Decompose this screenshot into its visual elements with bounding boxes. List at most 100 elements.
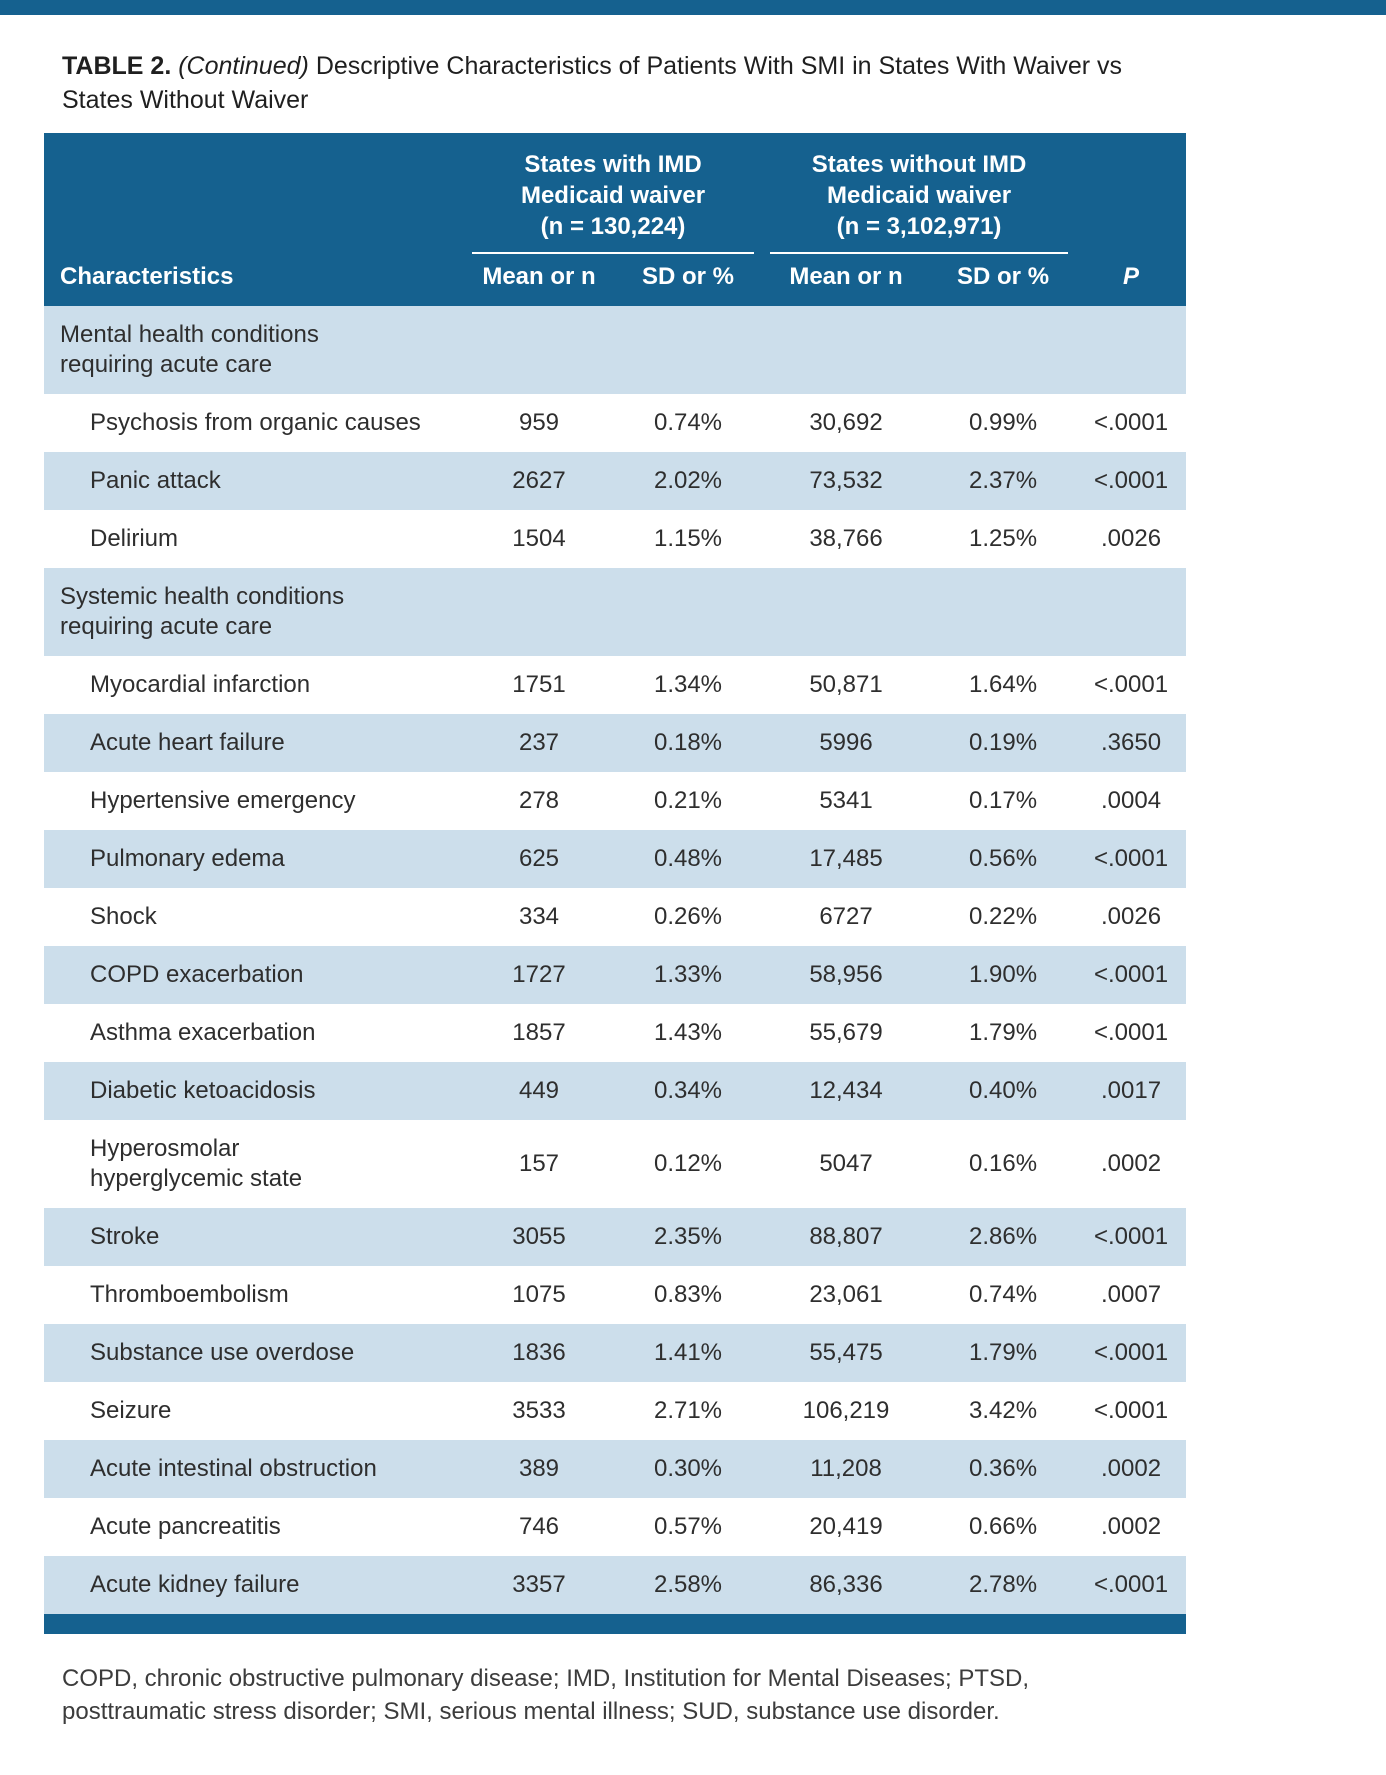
p-value: <.0001 bbox=[1093, 467, 1169, 494]
cell-value: 3055 bbox=[512, 1223, 566, 1250]
cell-value: 0.40% bbox=[968, 1077, 1038, 1104]
cell-value: 1.79% bbox=[968, 1019, 1038, 1046]
table-row: Acute pancreatitis 746 0.57% 20,419 0.66% .00… bbox=[44, 1498, 1187, 1556]
page-content: TABLE 2. (Continued) Descriptive Charact… bbox=[44, 49, 1342, 1728]
p-value: <.0001 bbox=[1093, 1571, 1169, 1598]
p-value: .0004 bbox=[1101, 787, 1162, 814]
header-spacer-left bbox=[44, 133, 464, 254]
cell-value: 1.34% bbox=[653, 671, 723, 698]
cell-value: 0.99% bbox=[968, 409, 1038, 436]
cell-value: 2.37% bbox=[968, 467, 1038, 494]
p-value: .0026 bbox=[1101, 525, 1162, 552]
cell-value: 2.35% bbox=[653, 1223, 723, 1250]
table-row: Acute intestinal obstruction 389 0.30% 11,2… bbox=[44, 1440, 1187, 1498]
cell-value: 0.83% bbox=[653, 1281, 723, 1308]
cell-value: 625 bbox=[518, 845, 560, 872]
table-row: Shock 334 0.26% 6727 0.22% .0026 bbox=[44, 888, 1187, 946]
cell-value: 17,485 bbox=[809, 845, 883, 872]
cell-value: 2.86% bbox=[968, 1223, 1038, 1250]
cell-value: 0.57% bbox=[653, 1513, 723, 1540]
cell-value: 0.74% bbox=[653, 409, 723, 436]
row-label: Panic attack bbox=[90, 467, 221, 494]
row-label: Psychosis from organic causes bbox=[90, 409, 421, 436]
p-value: .0026 bbox=[1101, 903, 1162, 930]
cell-value: 0.34% bbox=[653, 1077, 723, 1104]
row-label: Asthma exacerbation bbox=[90, 1019, 316, 1046]
cell-value: 3357 bbox=[512, 1571, 566, 1598]
row-label: Stroke bbox=[90, 1223, 160, 1250]
cell-value: 1.43% bbox=[653, 1019, 723, 1046]
p-value: <.0001 bbox=[1093, 1339, 1169, 1366]
characteristics-table: States with IMD Medicaid waiver (n = 130… bbox=[44, 133, 1187, 1614]
row-label: Thromboembolism bbox=[90, 1281, 289, 1308]
table-row: Asthma exacerbation 1857 1.43% 55,679 1.79% <… bbox=[44, 1004, 1187, 1062]
table-row: Diabetic ketoacidosis 449 0.34% 12,434 0.40%… bbox=[44, 1062, 1187, 1120]
cell-value: 0.18% bbox=[653, 729, 723, 756]
column-header-row: Characteristics Mean or n SD or % Mean o… bbox=[44, 254, 1186, 306]
table-footnote: COPD, chronic obstructive pulmonary dise… bbox=[62, 1665, 1030, 1725]
table-row: Myocardial infarction 1751 1.34% 50,871 1.64… bbox=[44, 656, 1187, 714]
row-label: Hyperosmolar hyperglycemic state bbox=[90, 1135, 303, 1192]
cell-value: 23,061 bbox=[809, 1281, 883, 1308]
table-row: Thromboembolism 1075 0.83% 23,061 0.74% .0007 bbox=[44, 1266, 1187, 1324]
cell-value: 86,336 bbox=[809, 1571, 883, 1598]
cell-value: 3.42% bbox=[968, 1397, 1038, 1424]
cell-value: 5047 bbox=[819, 1150, 873, 1177]
cell-value: 0.17% bbox=[968, 787, 1038, 814]
table-row: Acute kidney failure 3357 2.58% 86,336 2.78%… bbox=[44, 1556, 1187, 1614]
table-row: Substance use overdose 1836 1.41% 55,475 1.7… bbox=[44, 1324, 1187, 1382]
cell-value: 1.33% bbox=[653, 961, 723, 988]
p-value: .0002 bbox=[1101, 1150, 1162, 1177]
p-value: <.0001 bbox=[1093, 671, 1169, 698]
row-label: Diabetic ketoacidosis bbox=[90, 1077, 316, 1104]
row-label: COPD exacerbation bbox=[90, 961, 304, 988]
cell-value: 0.48% bbox=[653, 845, 723, 872]
top-accent-bar bbox=[0, 0, 1386, 15]
title-text: Descriptive Characteristics of Patients … bbox=[62, 52, 1123, 114]
p-value: <.0001 bbox=[1093, 1223, 1169, 1250]
cell-value: 1857 bbox=[512, 1019, 566, 1046]
cell-value: 73,532 bbox=[809, 467, 883, 494]
row-label: Acute kidney failure bbox=[90, 1571, 300, 1598]
cell-value: 0.66% bbox=[968, 1513, 1038, 1540]
cell-value: 20,419 bbox=[809, 1513, 883, 1540]
p-value: <.0001 bbox=[1093, 1397, 1169, 1424]
cell-value: 30,692 bbox=[809, 409, 883, 436]
cell-value: 389 bbox=[518, 1455, 560, 1482]
section-header-row: Mental health conditions requiring acute… bbox=[44, 306, 1187, 394]
table-row: Acute heart failure 237 0.18% 5996 0.19% .365… bbox=[44, 714, 1187, 772]
section-header: Systemic health conditions requiring acu… bbox=[60, 583, 345, 640]
p-value: <.0001 bbox=[1093, 1019, 1169, 1046]
table-number: TABLE 2. bbox=[62, 52, 172, 80]
cell-value: 0.16% bbox=[968, 1150, 1038, 1177]
p-value: .0002 bbox=[1101, 1513, 1162, 1540]
table-row: Hypertensive emergency 278 0.21% 5341 0.17%.… bbox=[44, 772, 1187, 830]
p-value: .0002 bbox=[1101, 1455, 1162, 1482]
table-row: Hyperosmolar hyperglycemic state 157 0.12%… bbox=[44, 1120, 1187, 1208]
row-label: Acute pancreatitis bbox=[90, 1513, 281, 1540]
table-row: COPD exacerbation 1727 1.33% 58,956 1.90% <.0… bbox=[44, 946, 1187, 1004]
page: TABLE 2. (Continued) Descriptive Charact… bbox=[0, 0, 1386, 1728]
col-header-characteristics: Characteristics bbox=[60, 263, 234, 290]
cell-value: 0.21% bbox=[653, 787, 723, 814]
group-header-without-waiver-label: States without IMD Medicaid waiver (n = … bbox=[770, 149, 1069, 254]
cell-value: 959 bbox=[518, 409, 560, 436]
cell-value: 1727 bbox=[512, 961, 566, 988]
group-header-with-waiver-label: States with IMD Medicaid waiver (n = 130… bbox=[472, 149, 755, 254]
p-value: .3650 bbox=[1101, 729, 1162, 756]
cell-value: 0.22% bbox=[968, 903, 1038, 930]
cell-value: 1075 bbox=[512, 1281, 566, 1308]
title-continued: (Continued) bbox=[178, 52, 309, 80]
group-header-with-waiver: States with IMD Medicaid waiver (n = 130… bbox=[464, 133, 762, 254]
cell-value: 1.15% bbox=[653, 525, 723, 552]
cell-value: 334 bbox=[518, 903, 560, 930]
cell-value: 0.12% bbox=[653, 1150, 723, 1177]
col-header-sd-nowaiver: SD or % bbox=[957, 263, 1050, 290]
table-row: Stroke 3055 2.35% 88,807 2.86% <.0001 bbox=[44, 1208, 1187, 1266]
p-value: .0017 bbox=[1101, 1077, 1162, 1104]
cell-value: 2.71% bbox=[653, 1397, 723, 1424]
cell-value: 1751 bbox=[512, 671, 566, 698]
cell-value: 237 bbox=[518, 729, 560, 756]
col-header-sd-waiver: SD or % bbox=[642, 263, 735, 290]
row-label: Acute intestinal obstruction bbox=[90, 1455, 377, 1482]
